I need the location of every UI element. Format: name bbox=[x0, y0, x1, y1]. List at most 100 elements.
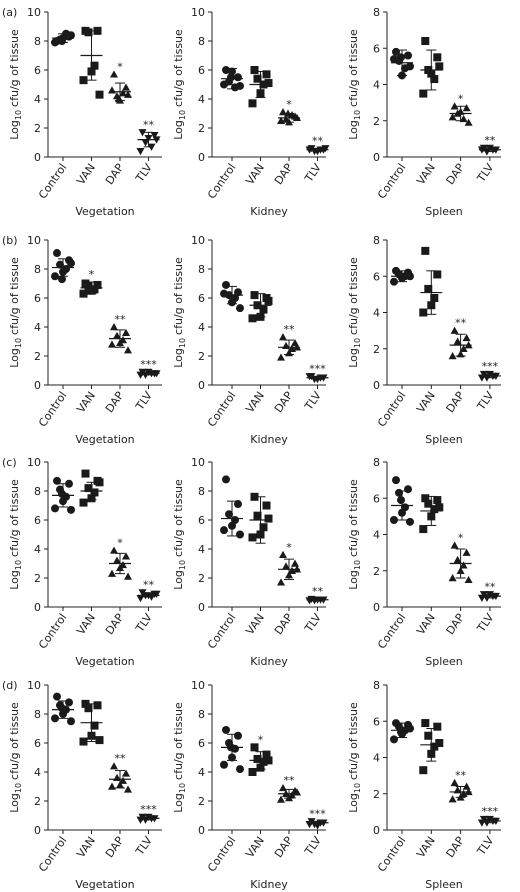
x-axis-label: Spleen bbox=[425, 878, 463, 891]
y-tick-label: 8 bbox=[373, 456, 380, 469]
y-label-rest: cfu/g of tissue bbox=[8, 257, 21, 335]
point bbox=[459, 561, 468, 569]
y-tick-label: 6 bbox=[34, 64, 41, 77]
point bbox=[65, 479, 73, 488]
significance: *** bbox=[140, 803, 157, 816]
y-label-rest: cfu/g of tissue bbox=[8, 29, 21, 107]
y-tick-label: 6 bbox=[198, 514, 205, 527]
point bbox=[479, 370, 488, 379]
point bbox=[81, 469, 90, 478]
point bbox=[277, 116, 285, 124]
x-tick-label: Control bbox=[36, 611, 69, 651]
point bbox=[53, 692, 61, 701]
point bbox=[459, 344, 468, 352]
x-tick-label: TLV bbox=[302, 834, 324, 858]
x-axis-label: Spleen bbox=[425, 433, 463, 446]
significance: * bbox=[117, 60, 123, 73]
y-axis-label: Log10 cfu/g of tissue bbox=[347, 702, 362, 813]
x-tick-label: VAN bbox=[74, 834, 98, 860]
point bbox=[464, 575, 473, 584]
point bbox=[262, 501, 271, 510]
x-tick-label: TLV bbox=[133, 161, 155, 185]
point bbox=[404, 51, 412, 60]
point bbox=[90, 488, 99, 497]
y-tick-label: 10 bbox=[191, 234, 205, 247]
x-axis-label: Kidney bbox=[250, 878, 288, 891]
point bbox=[65, 698, 73, 707]
y-label-sub: 10 bbox=[178, 110, 187, 120]
y-tick-label: 2 bbox=[373, 565, 380, 578]
significance: * bbox=[458, 531, 464, 544]
y-axis-label: Log10 cfu/g of tissue bbox=[8, 479, 23, 590]
y-axis-label: Log10 cfu/g of tissue bbox=[172, 257, 187, 368]
x-tick-label: Control bbox=[205, 834, 238, 874]
point bbox=[124, 572, 132, 580]
point bbox=[264, 79, 273, 88]
point bbox=[262, 70, 271, 79]
significance: ** bbox=[115, 752, 127, 765]
y-label-sub: 10 bbox=[14, 783, 23, 793]
y-label-sub: 10 bbox=[14, 110, 23, 120]
y-tick-label: 6 bbox=[373, 42, 380, 55]
y-tick-label: 0 bbox=[373, 379, 380, 392]
point bbox=[406, 517, 414, 526]
x-tick-label: Control bbox=[36, 161, 69, 201]
y-tick-label: 8 bbox=[34, 485, 41, 498]
y-tick-label: 2 bbox=[34, 572, 41, 585]
x-tick-label: DAP bbox=[103, 611, 127, 637]
y-label-base: Log bbox=[8, 120, 21, 140]
significance: *** bbox=[140, 358, 157, 371]
x-tick-label: DAP bbox=[103, 834, 127, 860]
point bbox=[58, 489, 66, 498]
y-label-rest: cfu/g of tissue bbox=[8, 702, 21, 780]
y-tick-label: 10 bbox=[191, 456, 205, 469]
y-tick-label: 0 bbox=[34, 601, 41, 614]
point bbox=[404, 485, 412, 494]
point bbox=[462, 548, 471, 556]
point bbox=[262, 750, 271, 759]
point bbox=[264, 514, 273, 523]
point bbox=[51, 714, 59, 723]
point bbox=[108, 782, 116, 790]
y-label-rest: cfu/g of tissue bbox=[347, 29, 360, 107]
point bbox=[234, 500, 242, 509]
point bbox=[141, 139, 150, 147]
point bbox=[84, 704, 93, 713]
point bbox=[419, 525, 428, 534]
significance: *** bbox=[482, 805, 499, 818]
point bbox=[152, 590, 161, 598]
x-tick-label: Control bbox=[205, 611, 238, 651]
point bbox=[433, 496, 442, 505]
point bbox=[90, 61, 99, 70]
point bbox=[277, 353, 285, 361]
point bbox=[236, 530, 244, 539]
point bbox=[248, 768, 257, 776]
point bbox=[462, 333, 471, 342]
point bbox=[390, 55, 398, 64]
point bbox=[119, 89, 127, 97]
point bbox=[250, 492, 259, 501]
x-tick-label: VAN bbox=[74, 611, 98, 637]
x-tick-label: VAN bbox=[74, 389, 98, 415]
point bbox=[435, 503, 444, 512]
y-tick-label: 4 bbox=[34, 766, 41, 779]
x-tick-label: DAP bbox=[103, 389, 127, 415]
point bbox=[479, 815, 488, 824]
point bbox=[424, 499, 433, 508]
point bbox=[253, 511, 262, 520]
point bbox=[435, 62, 444, 71]
y-axis-label: Log10 cfu/g of tissue bbox=[347, 257, 362, 368]
point bbox=[390, 277, 398, 286]
x-tick-label: TLV bbox=[133, 611, 155, 635]
point bbox=[459, 789, 468, 797]
x-tick-label: VAN bbox=[243, 161, 267, 187]
y-tick-label: 2 bbox=[373, 115, 380, 128]
point bbox=[291, 559, 299, 567]
x-tick-label: Control bbox=[375, 834, 408, 874]
point bbox=[421, 37, 430, 45]
point bbox=[79, 498, 88, 507]
significance: * bbox=[258, 733, 264, 746]
point bbox=[122, 552, 130, 560]
point bbox=[79, 76, 88, 85]
point bbox=[58, 704, 66, 713]
